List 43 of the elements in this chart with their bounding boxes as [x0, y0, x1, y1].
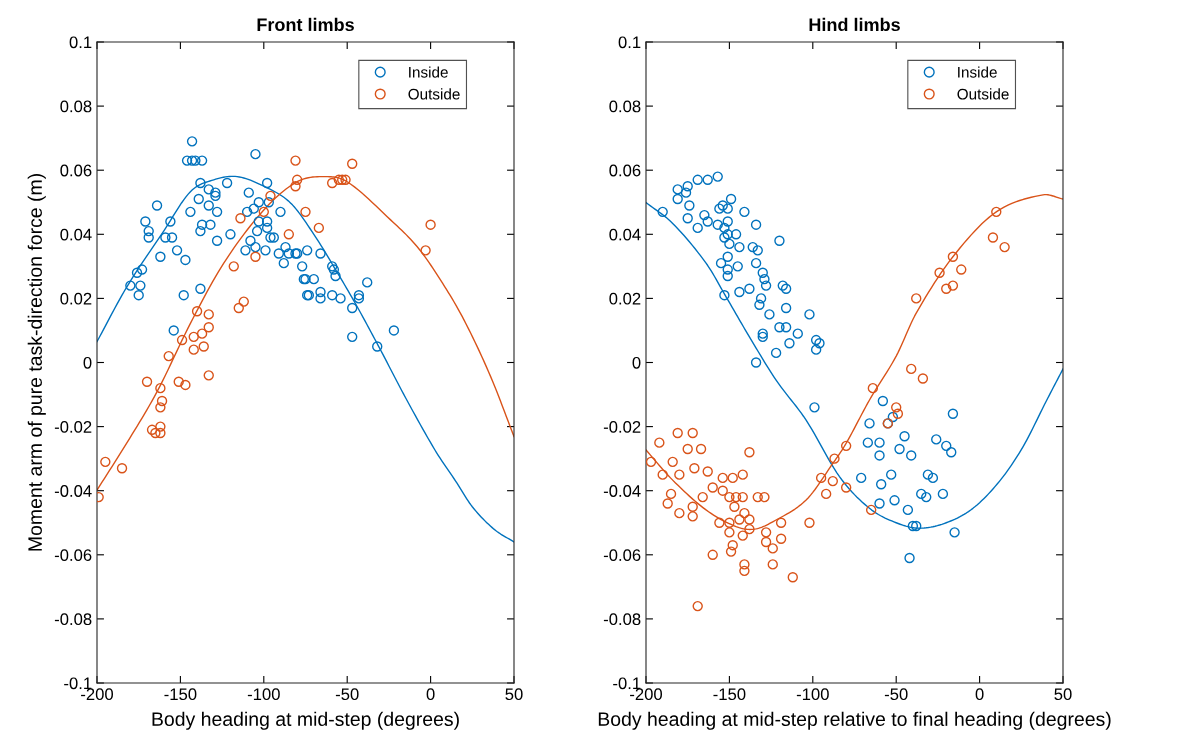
legend-label: Inside [958, 66, 997, 78]
x-tick-label: -150 [713, 688, 746, 701]
y-tick-label: -0.1 [613, 677, 641, 690]
y-tick-label: -0.04 [603, 485, 641, 497]
x-tick-label: 50 [1054, 688, 1072, 701]
x-tick-label: -150 [164, 688, 197, 701]
x-tick-label: -100 [796, 688, 829, 701]
x-tick-label: -200 [81, 688, 114, 701]
y-tick-label: 0 [632, 356, 641, 369]
x-tick-label: 0 [975, 688, 984, 701]
y-tick-label: -0.04 [54, 485, 92, 497]
x-tick-label: -100 [247, 688, 280, 701]
y-tick-label: 0.02 [609, 292, 641, 305]
chart-title: Hind limbs [809, 17, 900, 32]
y-tick-label: 0.06 [609, 164, 641, 177]
y-tick-label: -0.08 [54, 613, 92, 626]
x-tick-label: -200 [630, 688, 663, 701]
y-tick-label: -0.06 [603, 549, 641, 561]
x-axis-title: Body heading at mid-step (degrees) [152, 711, 459, 730]
y-tick-label: -0.02 [603, 421, 641, 433]
y-tick-label: 0.06 [60, 164, 92, 177]
y-tick-label: 0.1 [618, 36, 641, 49]
y-tick-label: 0.02 [60, 292, 92, 305]
y-axis-title: Moment arm of pure task-direction force (m) [27, 174, 46, 551]
y-tick-label: 0.04 [60, 228, 92, 241]
x-tick-label: 0 [426, 688, 435, 701]
y-tick-label: -0.1 [64, 677, 92, 690]
x-tick-label: -50 [884, 688, 908, 701]
y-tick-label: -0.08 [603, 613, 641, 626]
x-tick-label: 50 [505, 688, 523, 701]
y-tick-label: 0.08 [609, 100, 641, 113]
legend-label: Outside [957, 88, 1009, 100]
y-tick-label: 0.08 [60, 100, 92, 113]
chart-title: Front limbs [257, 17, 354, 32]
legend-label: Outside [408, 88, 460, 100]
y-tick-label: 0.04 [609, 228, 641, 241]
x-tick-label: -50 [335, 688, 359, 701]
x-axis-title: Body heading at mid-step relative to final heading (degrees) [598, 711, 1111, 730]
y-tick-label: 0.1 [69, 36, 92, 49]
y-tick-label: -0.02 [54, 421, 92, 433]
legend-label: Inside [409, 66, 448, 78]
y-tick-label: -0.06 [54, 549, 92, 561]
y-tick-label: 0 [83, 356, 92, 369]
